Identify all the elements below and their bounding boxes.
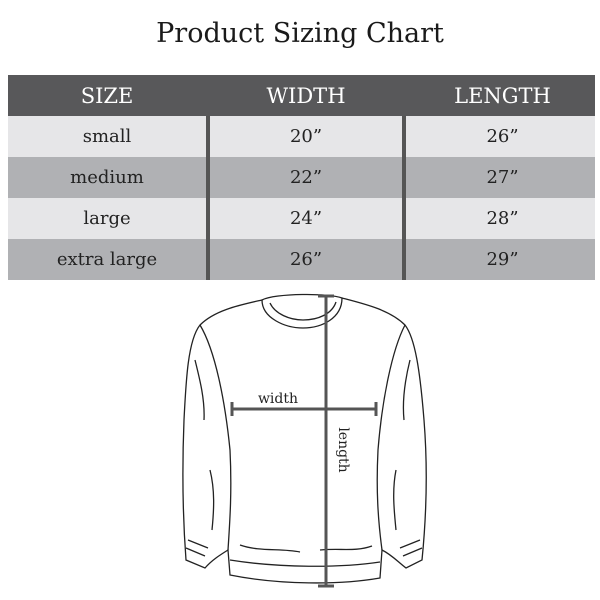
page-title: Product Sizing Chart [156,18,444,49]
table-row: large 24” 28” [8,198,595,239]
size-cell: small [82,126,132,147]
size-cell: large [83,208,131,229]
size-cell: medium [70,167,144,188]
header-width: WIDTH [266,83,346,108]
size-cell: extra large [56,249,158,270]
length-cell: 26” [402,116,599,157]
length-cell: 28” [402,198,599,239]
table-row: extra large 26” 29” [8,239,595,280]
width-cell: 22” [206,157,402,198]
width-cell: 26” [206,239,402,280]
table-header: SIZE WIDTH LENGTH [8,75,595,116]
width-cell: 20” [206,116,402,157]
width-label: width [258,391,298,407]
header-size: SIZE [80,83,134,108]
sweatshirt-outline [182,293,427,584]
table-row: medium 22” 27” [8,157,595,198]
length-cell: 27” [402,157,599,198]
sizing-table: SIZE WIDTH LENGTH small 20” 26” medium 2… [8,75,595,280]
header-length: LENGTH [454,83,551,108]
width-cell: 24” [206,198,402,239]
table-row: small 20” 26” [8,116,595,157]
length-cell: 29” [402,239,599,280]
length-label: length [335,427,351,472]
